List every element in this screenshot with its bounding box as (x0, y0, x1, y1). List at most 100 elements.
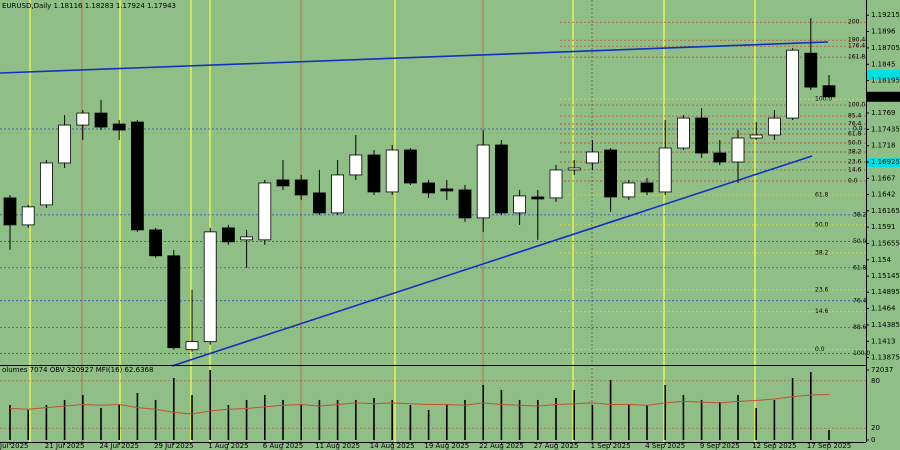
x-tick-label: 27 Aug 2025 (534, 442, 579, 450)
candle-body (695, 117, 708, 154)
mfi-line (9, 394, 830, 415)
candle-body (440, 188, 454, 192)
y-tick-label: 1.1845 (871, 60, 896, 68)
x-tick-label: 24 Jul 2025 (99, 442, 139, 450)
y-tick-label: 1.14385 (871, 321, 900, 329)
candle-body (822, 85, 836, 98)
candle-body (331, 174, 345, 214)
level-label: 14.6 (848, 166, 862, 173)
candle-body (422, 182, 436, 194)
level-label: 100.0 (853, 350, 870, 357)
y-tick-label: 1.16165 (871, 207, 900, 215)
level-label: 38.2 (815, 249, 829, 256)
y-tick-label: 1.1769 (871, 109, 896, 117)
y-tick-label: 0 (871, 436, 875, 444)
y-tick-label: 1.14895 (871, 288, 900, 296)
last-price-box (867, 91, 900, 102)
level-label: 0.0 (848, 177, 858, 184)
x-tick-label: 19 Aug 2025 (424, 442, 469, 450)
y-tick-label: 1.13875 (871, 354, 900, 362)
levels: 200190.4176.4161.8100.085.476.461.850.03… (0, 19, 870, 357)
candle-body (94, 112, 108, 128)
level-label: 200 (848, 19, 860, 26)
candle-body (549, 169, 563, 199)
candle-body (40, 162, 53, 206)
y-tick-label: 80 (871, 377, 880, 385)
x-tick-label: 12 Sep 2025 (752, 442, 796, 450)
last-price-label: 1.17943 (870, 93, 899, 101)
y-tick-label: 1.1896 (871, 28, 896, 36)
candle-body (731, 137, 745, 163)
candle-body (367, 154, 381, 193)
level-label: 61.8 (815, 191, 829, 198)
level-label: 61.8 (848, 131, 862, 138)
candle-body (622, 182, 636, 198)
indicator-title: olumes 7074 OBV 320927 MFI(16) 62.6368 (2, 366, 153, 374)
level-label: 23.6 (848, 158, 862, 165)
candle-body (167, 255, 181, 349)
chart-title: EURUSD,Daily 1.18116 1.18283 1.17924 1.1… (2, 2, 176, 10)
level-label: 50.0 (815, 221, 829, 228)
candle-body (312, 192, 326, 214)
candle-body (112, 123, 126, 131)
level-label: 85.4 (848, 113, 862, 120)
candle-body (677, 117, 690, 149)
candle-body (203, 231, 217, 343)
candle-body (130, 121, 144, 231)
level-label: 38.2 (848, 148, 862, 155)
x-tick-label: 9 Sep 2025 (700, 442, 740, 450)
candle-body (3, 197, 17, 226)
candle-body (713, 152, 727, 163)
price-marker (867, 70, 900, 80)
candle-body (21, 206, 35, 226)
level-label: 0.0 (853, 126, 863, 133)
level-label: 190.4 (848, 37, 865, 44)
candle-body (658, 147, 672, 193)
candle-body (185, 341, 199, 351)
y-tick-label: 1.1718 (871, 142, 896, 150)
y-tick-label: 1.16925 (871, 158, 900, 166)
y-tick-label: 1.19215 (871, 11, 900, 19)
level-label: 38.2 (853, 211, 867, 218)
x-tick-label: 6 Aug 2025 (263, 442, 303, 450)
y-tick-label: 1.17435 (871, 125, 900, 133)
y-tick-label: 20 (871, 424, 880, 432)
level-label: 61.8 (853, 264, 867, 271)
y-tick-label: 1.1413 (871, 337, 896, 345)
candle-body (494, 144, 508, 214)
x-tick-label: 11 Aug 2025 (315, 442, 360, 450)
level-label: 23.6 (815, 286, 829, 293)
candle-body (513, 195, 526, 214)
candle-body (294, 179, 308, 196)
x-tick-label: 4 Sep 2025 (645, 442, 685, 450)
y-tick-label: 1.15655 (871, 239, 900, 247)
level-label: 161.8 (848, 54, 865, 61)
candle-body (403, 149, 417, 184)
level-label: 76.4 (853, 297, 867, 304)
trend-line (171, 155, 813, 367)
axes: Jul 2025 21 Jul 2025 24 Jul 2025 29 Jul 202… (0, 11, 900, 450)
candle-body (349, 154, 363, 176)
x-tick-label: 29 Jul 2025 (154, 442, 194, 450)
x-tick-label: 21 Jul 2025 (45, 442, 85, 450)
session-lines (29, 0, 756, 442)
x-tick-label: 22 Aug 2025 (479, 442, 524, 450)
level-label: 50.0 (853, 238, 867, 245)
candles (3, 18, 836, 352)
level-label: 100.0 (848, 102, 865, 109)
candle-body (221, 227, 235, 243)
y-tick-label: 1.1642 (871, 190, 896, 198)
y-tick-label: 1.1667 (871, 174, 896, 182)
price-marker (867, 158, 900, 167)
candle-body (567, 167, 581, 171)
level-label: 76.4 (848, 121, 862, 128)
candle-body (604, 149, 617, 198)
candle-body (258, 182, 272, 241)
candle-body (76, 112, 90, 126)
candle-body (640, 182, 654, 193)
candle-body (804, 52, 818, 88)
candle-body (240, 236, 254, 241)
candle-body (276, 179, 290, 187)
level-label: 0.0 (815, 346, 825, 353)
x-tick-label: 1 Aug 2025 (208, 442, 248, 450)
